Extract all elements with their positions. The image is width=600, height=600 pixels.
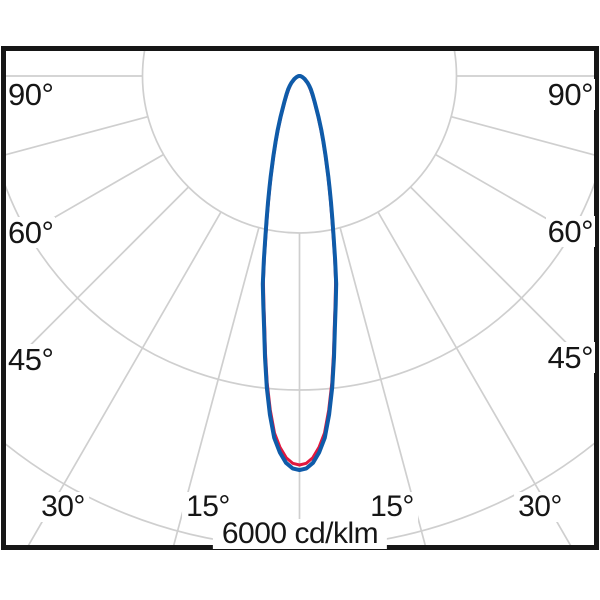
angle-label-left-30: 30° xyxy=(37,492,89,522)
angle-label-left-45: 45° xyxy=(6,342,56,377)
angle-gridline-60-right xyxy=(435,153,594,248)
angle-gridline-60-left xyxy=(6,153,164,247)
angle-gridline-45-right xyxy=(409,186,594,372)
angle-gridline-45-left xyxy=(6,186,190,371)
angle-gridline-75-right xyxy=(450,115,594,156)
angle-gridline-15-right xyxy=(339,227,427,546)
max-intensity-unit-label: 6000 cd/klm xyxy=(212,519,388,549)
angle-gridline-30-left xyxy=(27,211,222,546)
angle-label-left-90: 90° xyxy=(6,77,56,112)
intensity-ring-2000 xyxy=(141,51,458,234)
angle-label-right-45: 45° xyxy=(545,340,595,375)
angle-gridline-30-right xyxy=(377,211,572,546)
angle-label-right-90: 90° xyxy=(545,77,595,112)
angle-label-right-60: 60° xyxy=(545,214,595,249)
angle-gridline-15-left xyxy=(172,227,260,546)
angle-label-left-60: 60° xyxy=(6,215,56,250)
intensity-curve-c90-c270 xyxy=(260,74,339,473)
angle-gridline-75-left xyxy=(6,115,149,156)
angle-label-left-15: 15° xyxy=(182,492,234,522)
angle-label-right-30: 30° xyxy=(514,492,566,522)
angle-label-right-15: 15° xyxy=(366,492,418,522)
